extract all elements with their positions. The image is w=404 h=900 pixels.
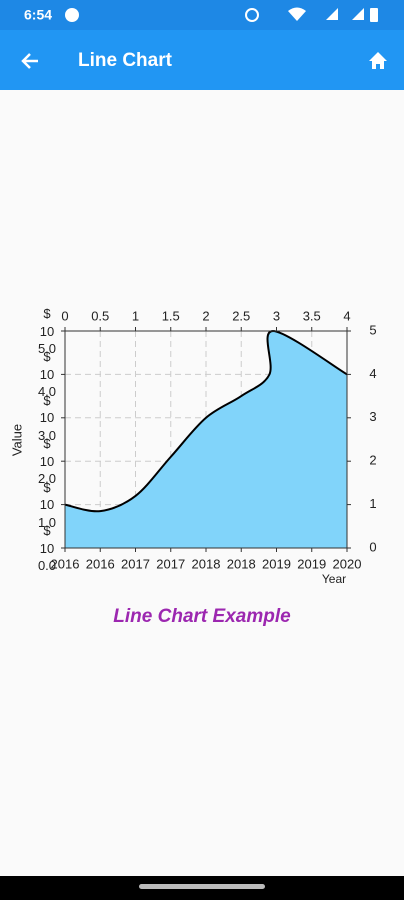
y2-tick-label: 4	[369, 366, 376, 381]
y-tick-label: $ 10 0.0	[37, 523, 57, 573]
alarm-icon	[245, 8, 259, 22]
x2-tick-label: 3.5	[303, 308, 321, 323]
x2-tick-label: 4	[343, 308, 350, 323]
x2-tick-label: 0	[61, 308, 68, 323]
home-indicator	[139, 884, 265, 889]
x2-tick-label: 0.5	[91, 308, 109, 323]
x-tick-label: 2019	[262, 556, 291, 571]
x-tick-label: 2018	[227, 556, 256, 571]
y-tick-label: $ 10 1.0	[37, 479, 57, 530]
x-tick-label: 2019	[297, 556, 326, 571]
status-bar	[0, 0, 404, 30]
area-fill	[65, 331, 347, 548]
y-tick-label: $ 10 4.0	[37, 349, 57, 400]
back-button[interactable]	[21, 53, 38, 69]
x-tick-label: 2017	[121, 556, 150, 571]
wifi-icon	[288, 7, 306, 21]
x2-tick-label: 2.5	[232, 308, 250, 323]
status-time: 6:54	[24, 7, 52, 23]
y2-tick-label: 5	[369, 322, 376, 337]
x2-tick-label: 2	[202, 308, 209, 323]
y-tick-label: $ 10 3.0	[37, 392, 57, 443]
chart-caption: Line Chart Example	[113, 606, 291, 627]
x-tick-label: 2020	[333, 556, 362, 571]
status-icon	[65, 8, 79, 22]
y2-tick-label: 1	[369, 496, 376, 511]
home-button[interactable]	[369, 52, 387, 69]
x-tick-label: 2016	[51, 556, 80, 571]
x2-tick-label: 3	[273, 308, 280, 323]
x-tick-label: 2016	[86, 556, 115, 571]
y2-tick-label: 3	[369, 409, 376, 424]
x-tick-label: 2018	[192, 556, 221, 571]
y2-tick-label: 2	[369, 453, 376, 468]
y2-tick-label: 0	[369, 539, 376, 554]
battery-icon	[370, 8, 378, 22]
y-tick-label: $ 10 5.0	[37, 306, 57, 356]
signal-icon	[326, 8, 338, 20]
x-axis-title: Year	[322, 572, 346, 586]
y-tick-label: $ 10 2.0	[37, 436, 57, 487]
signal-icon	[352, 8, 364, 20]
x2-tick-label: 1.5	[162, 308, 180, 323]
x-tick-label: 2017	[156, 556, 185, 571]
app-bar	[0, 30, 404, 90]
y-axis-title: Value	[9, 424, 24, 456]
app-title: Line Chart	[78, 50, 173, 71]
line	[64, 329, 348, 513]
x2-tick-label: 1	[132, 308, 139, 323]
